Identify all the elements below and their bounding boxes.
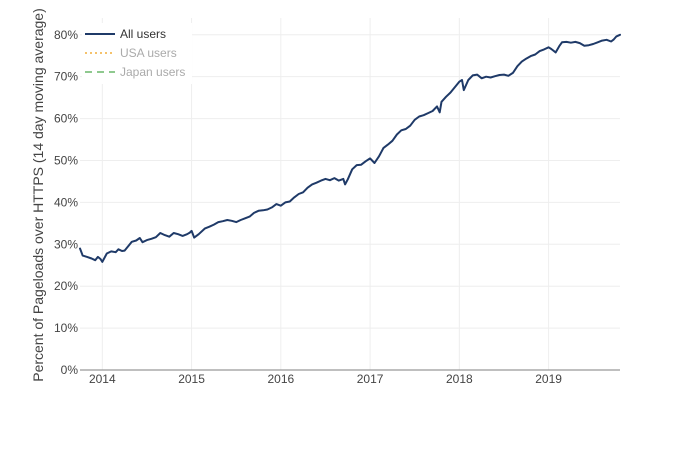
y-tick-label: 60% [54,112,78,126]
x-tick-labels: 2014 2015 2016 2017 2018 2019 [89,372,562,386]
x-tick-label: 2014 [89,372,116,386]
x-tick-label: 2015 [178,372,205,386]
series-line-all-users [79,33,621,263]
y-tick-label: 10% [54,321,78,335]
x-tick-label: 2019 [535,372,562,386]
x-tick-label: 2018 [446,372,473,386]
y-tick-label: 0% [61,363,79,377]
grid-lines [80,18,620,370]
legend-item-japan-users[interactable]: Japan users [120,65,185,79]
series-lines [79,33,621,263]
x-tick-label: 2016 [267,372,294,386]
y-axis-label: Percent of Pageloads over HTTPS (14 day … [30,8,46,382]
y-tick-label: 30% [54,237,78,251]
y-tick-label: 50% [54,153,78,167]
y-tick-label: 20% [54,279,78,293]
legend-item-all-users[interactable]: All users [120,27,166,41]
y-tick-label: 80% [54,28,78,42]
y-tick-label: 40% [54,195,78,209]
y-tick-label: 70% [54,70,78,84]
y-tick-labels: 0% 10% 20% 30% 40% 50% 60% 70% 80% [54,28,78,377]
x-tick-label: 2017 [357,372,384,386]
legend: All users USA users Japan users [82,23,192,84]
legend-item-usa-users[interactable]: USA users [120,46,177,60]
